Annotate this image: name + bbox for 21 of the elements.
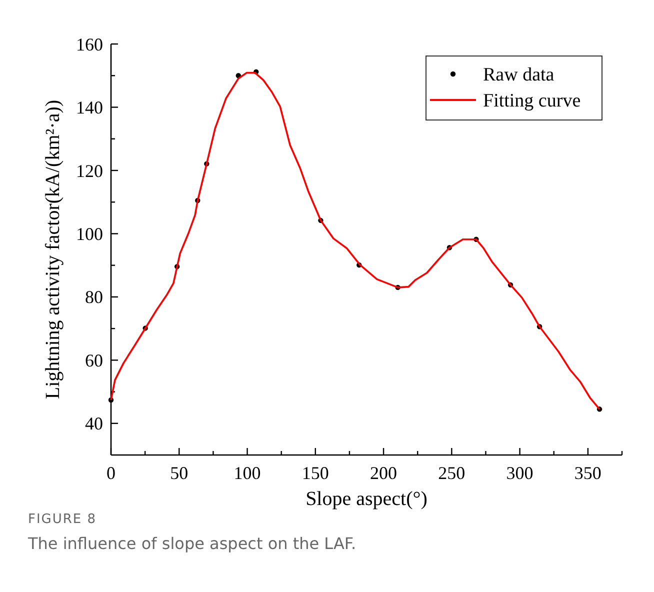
x-tick-label: 0 [106, 463, 116, 483]
y-tick-label: 120 [76, 160, 103, 181]
y-tick-label: 160 [76, 34, 103, 54]
legend-label: Raw data [483, 64, 555, 86]
x-tick-label: 150 [302, 463, 329, 483]
y-tick-label: 60 [85, 350, 103, 370]
y-tick-label: 100 [76, 224, 103, 244]
x-tick-label: 100 [234, 463, 261, 483]
x-tick-label: 300 [506, 463, 534, 483]
x-tick-label: 350 [574, 463, 602, 483]
y-axis-title: Lightning activity factor(kA/(km²·a)) [42, 100, 64, 400]
y-tick-label: 140 [76, 98, 103, 118]
legend-label: Fitting curve [483, 90, 581, 112]
caption: FIGURE 8 [28, 512, 97, 527]
x-axis-title: Slope aspect(°) [306, 488, 428, 510]
x-tick-label: 250 [438, 463, 466, 483]
y-tick-label: 80 [85, 287, 103, 308]
text: The influence of slope aspect on the LAF. [27, 534, 356, 553]
x-tick-label: 50 [170, 463, 188, 483]
x-tick-label: 200 [370, 463, 398, 483]
y-tick-label: 40 [85, 414, 103, 434]
